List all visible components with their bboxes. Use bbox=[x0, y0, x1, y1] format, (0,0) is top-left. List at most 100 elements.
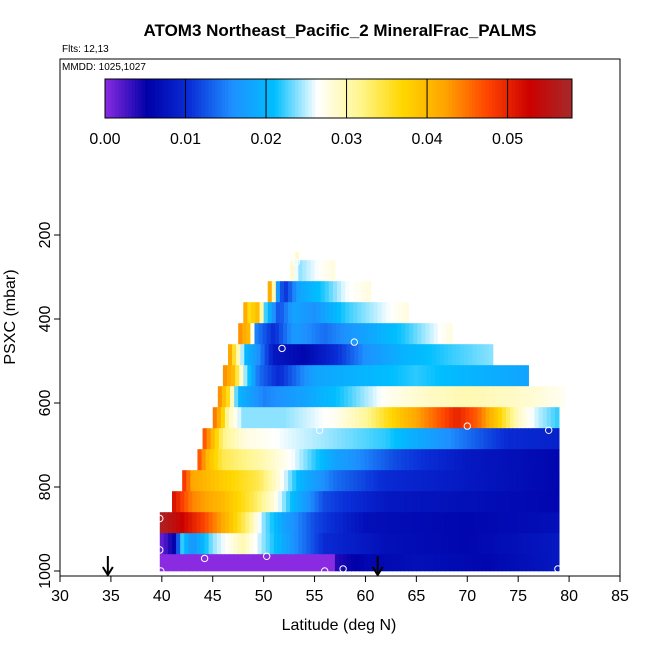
heatmap-cell bbox=[261, 491, 267, 513]
heatmap-cell bbox=[361, 281, 367, 303]
heatmap-cell bbox=[501, 554, 507, 572]
heatmap-cell bbox=[322, 512, 328, 534]
colorbar-segment bbox=[448, 79, 453, 118]
heatmap-cell bbox=[468, 344, 473, 366]
heatmap-cell bbox=[257, 407, 263, 429]
x-axis-label: Latitude (deg N) bbox=[282, 617, 397, 634]
heatmap-cell bbox=[409, 449, 414, 471]
heatmap-cell bbox=[316, 365, 322, 387]
heatmap-cell bbox=[349, 281, 354, 303]
heatmap-cell bbox=[522, 407, 527, 429]
heatmap-cell bbox=[261, 407, 267, 429]
heatmap-cell bbox=[422, 428, 428, 450]
heatmap-cell bbox=[493, 491, 499, 513]
heatmap-cell bbox=[542, 554, 548, 572]
heatmap-cell bbox=[432, 533, 438, 555]
heatmap-cell bbox=[278, 386, 284, 408]
heatmap-cell bbox=[409, 323, 414, 345]
heatmap-cell bbox=[225, 449, 231, 471]
heatmap-cell bbox=[204, 533, 210, 555]
y-axis-label: PSXC (mbar) bbox=[2, 269, 19, 364]
heatmap-cell bbox=[393, 302, 399, 324]
heatmap-cell bbox=[258, 386, 264, 408]
heatmap-cell bbox=[394, 344, 400, 366]
x-tick-label: 30 bbox=[51, 588, 69, 605]
heatmap-cell bbox=[235, 428, 240, 450]
heatmap-cell bbox=[233, 533, 238, 555]
heatmap-cell bbox=[273, 491, 279, 513]
heatmap-cell bbox=[469, 554, 474, 572]
heatmap-cell bbox=[483, 428, 489, 450]
heatmap-row bbox=[238, 323, 453, 345]
x-tick-label: 80 bbox=[560, 588, 578, 605]
heatmap-cell bbox=[267, 365, 273, 387]
heatmap-cell bbox=[365, 302, 371, 324]
heatmap-cell bbox=[381, 428, 387, 450]
colorbar-segment bbox=[538, 79, 543, 118]
heatmap-cell bbox=[465, 491, 470, 513]
heatmap-cell bbox=[296, 428, 301, 450]
heatmap-cell bbox=[542, 491, 548, 513]
heatmap-cell bbox=[398, 302, 403, 324]
heatmap-cell bbox=[323, 386, 329, 408]
heatmap-cell bbox=[312, 302, 318, 324]
heatmap-cell bbox=[230, 449, 235, 471]
heatmap-cell bbox=[253, 533, 259, 555]
colorbar-segment bbox=[465, 79, 470, 118]
heatmap-cell bbox=[315, 386, 321, 408]
heatmap-cell bbox=[246, 323, 251, 345]
heatmap-cell bbox=[225, 386, 231, 408]
heatmap-cell bbox=[296, 302, 301, 324]
heatmap-cell bbox=[405, 386, 410, 408]
colorbar-segment bbox=[528, 79, 533, 118]
heatmap-cell bbox=[402, 428, 407, 450]
heatmap-cell bbox=[343, 533, 348, 555]
heatmap-cell bbox=[363, 512, 369, 534]
heatmap-cell bbox=[318, 512, 324, 534]
heatmap-cell bbox=[355, 407, 360, 429]
heatmap-cell bbox=[192, 554, 198, 572]
heatmap-cell bbox=[365, 470, 371, 492]
heatmap-cell bbox=[472, 344, 478, 366]
heatmap-cell bbox=[307, 323, 313, 345]
heatmap-cell bbox=[275, 302, 281, 324]
heatmap-cell bbox=[340, 449, 345, 471]
heatmap-cell bbox=[318, 260, 324, 282]
heatmap-cell bbox=[440, 533, 446, 555]
heatmap-cell bbox=[527, 449, 533, 471]
heatmap-cell bbox=[200, 491, 206, 513]
heatmap-cell bbox=[405, 323, 410, 345]
heatmap-cell bbox=[281, 554, 287, 572]
heatmap-cell bbox=[253, 554, 259, 572]
heatmap-cell bbox=[503, 470, 509, 492]
heatmap-cell bbox=[384, 449, 390, 471]
heatmap-cell bbox=[361, 470, 367, 492]
heatmap-cell bbox=[267, 302, 273, 324]
colorbar-segment bbox=[171, 79, 176, 118]
heatmap-cell bbox=[196, 533, 202, 555]
heatmap-cell bbox=[267, 428, 273, 450]
heatmap-cell bbox=[224, 512, 230, 534]
heatmap-cell bbox=[406, 428, 411, 450]
heatmap-cell bbox=[512, 470, 517, 492]
heatmap-cell bbox=[184, 554, 189, 572]
heatmap-cell bbox=[343, 512, 348, 534]
heatmap-cell bbox=[444, 491, 450, 513]
heatmap-cell bbox=[326, 260, 332, 282]
heatmap-cell bbox=[497, 554, 503, 572]
heatmap-cell bbox=[307, 386, 313, 408]
heatmap-cell bbox=[410, 365, 415, 387]
heatmap-cell bbox=[383, 491, 389, 513]
colorbar-segment bbox=[471, 79, 476, 118]
heatmap-cell bbox=[420, 512, 426, 534]
heatmap-cell bbox=[527, 386, 533, 408]
heatmap-cell bbox=[417, 323, 423, 345]
heatmap-cell bbox=[290, 512, 295, 534]
heatmap-cell bbox=[286, 491, 291, 513]
heatmap-cell bbox=[355, 491, 360, 513]
heatmap-cell bbox=[435, 344, 441, 366]
sample-point bbox=[157, 567, 165, 575]
heatmap-cell bbox=[224, 407, 230, 429]
heatmap-row bbox=[212, 407, 560, 429]
heatmap-cell bbox=[383, 533, 389, 555]
